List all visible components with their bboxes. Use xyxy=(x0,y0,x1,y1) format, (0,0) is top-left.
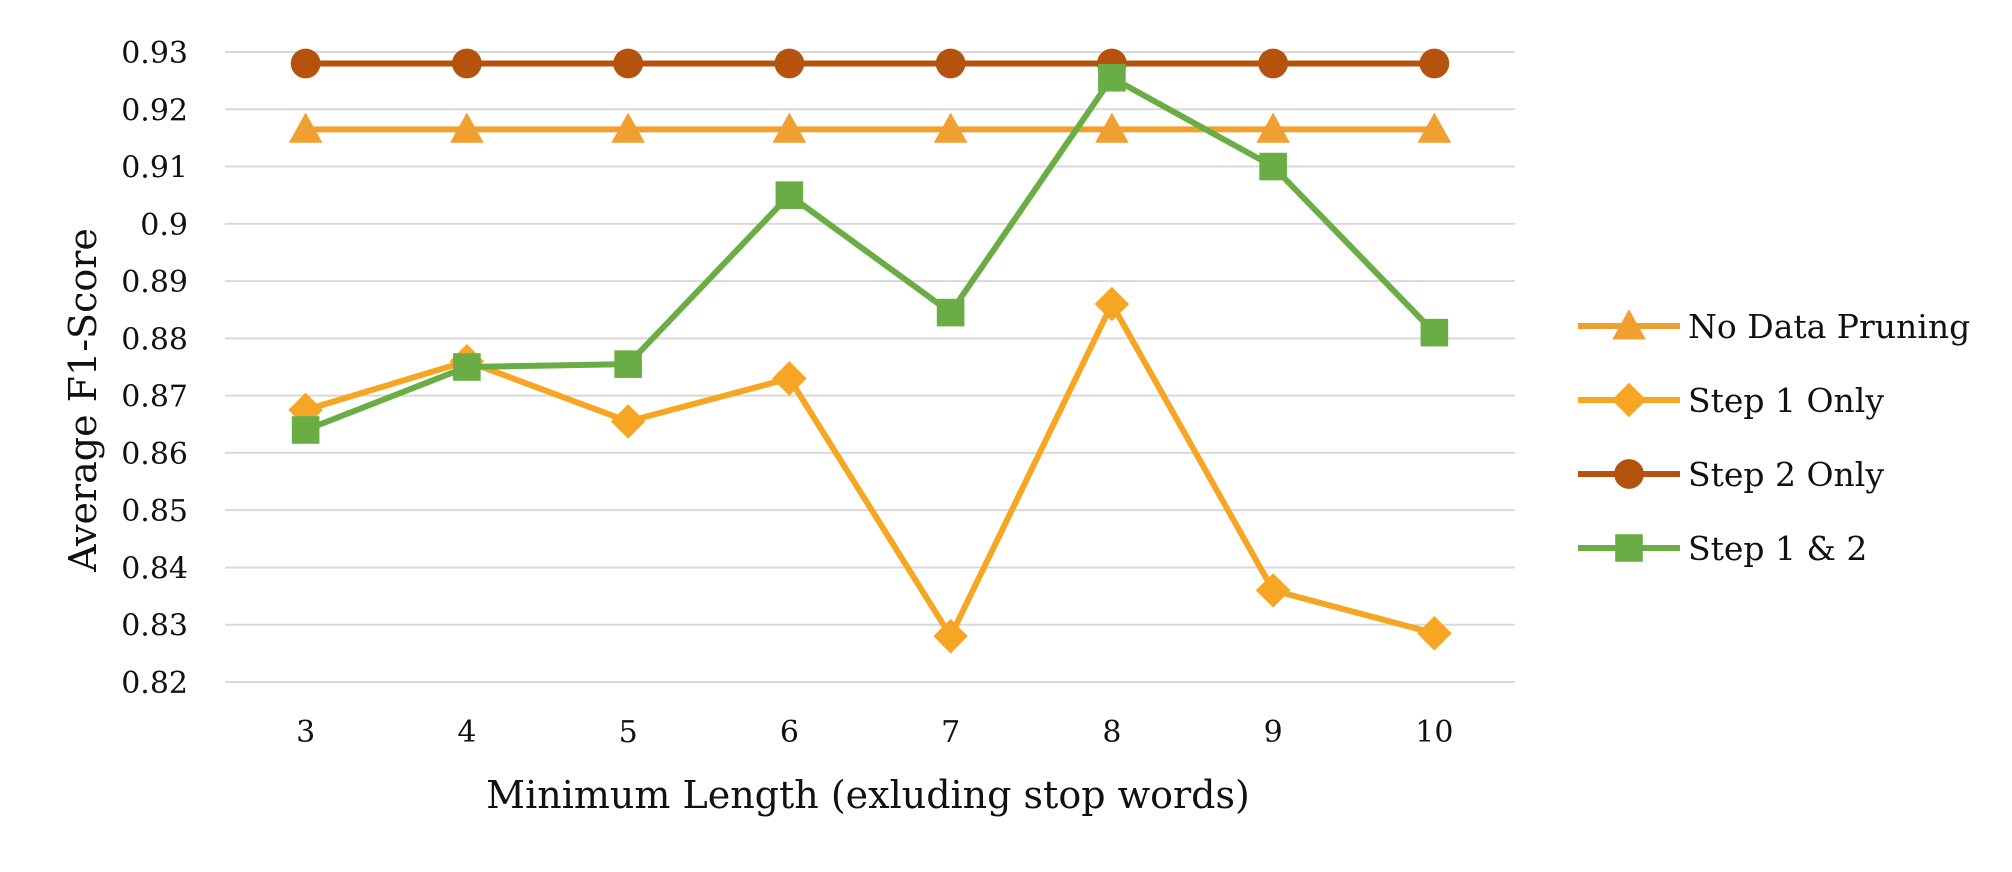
legend-marker xyxy=(1615,534,1643,562)
data-point xyxy=(1258,48,1289,79)
y-tick-label: 0.9 xyxy=(140,208,188,243)
legend-label: Step 2 Only xyxy=(1688,455,1884,494)
data-point xyxy=(450,112,484,143)
y-tick-label: 0.82 xyxy=(121,666,188,701)
series-line xyxy=(304,301,1436,640)
x-tick-label: 6 xyxy=(780,715,799,750)
data-point xyxy=(1098,63,1126,92)
data-point xyxy=(614,350,642,378)
data-point xyxy=(288,112,323,143)
data-point xyxy=(935,48,966,79)
legend-marker xyxy=(1612,309,1646,340)
y-axis-ticks: 0.82 0.83 0.84 0.85 0.86 0.87 0.88 0.89 0.9 0.91 0… xyxy=(121,36,188,701)
data-point xyxy=(1095,112,1129,143)
series-step-2-only xyxy=(290,48,1450,79)
data-point xyxy=(936,298,965,327)
series-line xyxy=(304,74,1437,433)
y-tick-label: 0.86 xyxy=(121,437,188,472)
grid-lines xyxy=(225,51,1515,683)
x-tick-label: 9 xyxy=(1264,715,1283,750)
legend: No Data Pruning Step 1 Only Step 2 Only Ste… xyxy=(1578,307,1970,568)
y-tick-label: 0.89 xyxy=(121,265,188,300)
data-point xyxy=(611,112,645,143)
series-step-1-only xyxy=(288,286,1452,654)
legend-marker xyxy=(1614,459,1644,489)
x-tick-label: 3 xyxy=(296,715,315,750)
x-tick-label: 8 xyxy=(1102,715,1121,750)
y-tick-label: 0.93 xyxy=(121,36,188,71)
y-axis-title: Average F1-Score xyxy=(61,228,105,573)
legend-item: No Data Pruning xyxy=(1578,307,1970,346)
data-point xyxy=(1094,286,1130,322)
data-point xyxy=(772,112,807,143)
x-tick-label: 10 xyxy=(1415,715,1453,750)
data-point xyxy=(291,416,320,444)
data-point xyxy=(1259,152,1287,181)
legend-marker xyxy=(1611,382,1647,418)
legend-item: Step 1 & 2 xyxy=(1578,529,1867,568)
data-point xyxy=(1256,112,1290,143)
data-point xyxy=(1255,573,1291,608)
y-tick-label: 0.85 xyxy=(121,494,188,529)
data-point xyxy=(933,112,968,143)
legend-item: Step 2 Only xyxy=(1578,455,1884,494)
legend-item: Step 1 Only xyxy=(1578,381,1884,420)
y-tick-label: 0.92 xyxy=(121,93,188,128)
y-tick-label: 0.88 xyxy=(121,322,188,357)
y-tick-label: 0.83 xyxy=(121,609,188,644)
x-tick-label: 7 xyxy=(941,715,960,750)
series-no-data-pruning xyxy=(288,112,1452,143)
series-layer xyxy=(288,48,1452,654)
y-tick-label: 0.91 xyxy=(121,151,188,186)
data-point xyxy=(1420,318,1449,347)
data-point xyxy=(610,404,646,439)
data-point xyxy=(453,353,481,381)
data-point xyxy=(1417,112,1452,143)
x-tick-label: 5 xyxy=(619,715,638,750)
legend-label: Step 1 & 2 xyxy=(1688,529,1867,568)
legend-label: No Data Pruning xyxy=(1688,307,1970,346)
data-point xyxy=(933,618,968,654)
data-point xyxy=(1417,616,1452,651)
y-tick-label: 0.87 xyxy=(121,380,188,415)
data-point xyxy=(775,181,804,209)
data-point xyxy=(451,48,482,79)
series-step-1-2 xyxy=(291,63,1449,444)
data-point xyxy=(1419,48,1450,79)
data-point xyxy=(772,361,807,396)
x-axis-ticks: 3 4 5 6 7 8 9 10 xyxy=(296,715,1453,750)
y-tick-label: 0.84 xyxy=(121,551,188,586)
x-tick-label: 4 xyxy=(457,715,476,750)
x-axis-title: Minimum Length (exluding stop words) xyxy=(486,773,1250,817)
data-point xyxy=(290,48,321,79)
data-point xyxy=(613,48,644,79)
data-point xyxy=(774,48,805,79)
legend-label: Step 1 Only xyxy=(1688,381,1884,420)
